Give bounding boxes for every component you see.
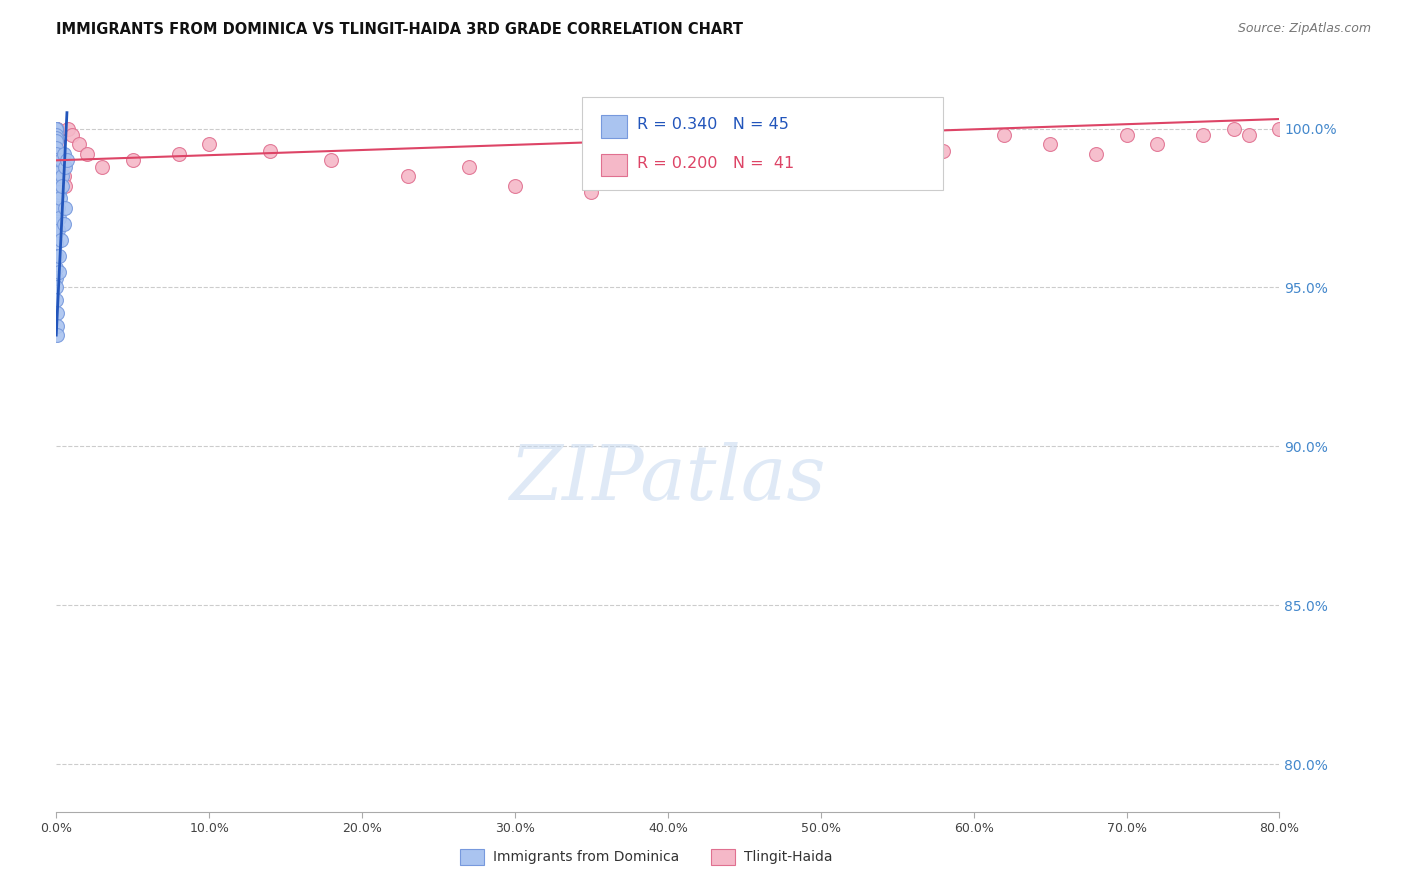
Point xyxy=(1237,128,1260,142)
Point xyxy=(52,169,75,184)
Point xyxy=(45,121,67,136)
Point xyxy=(45,204,67,219)
Point xyxy=(45,121,67,136)
Point xyxy=(657,169,679,184)
Point xyxy=(45,147,67,161)
Point xyxy=(45,131,67,145)
Point xyxy=(45,271,67,285)
Point xyxy=(45,280,67,294)
Point xyxy=(198,137,221,152)
Point xyxy=(51,160,73,174)
Point xyxy=(932,144,955,158)
Point xyxy=(121,153,143,168)
Text: IMMIGRANTS FROM DOMINICA VS TLINGIT-HAIDA 3RD GRADE CORRELATION CHART: IMMIGRANTS FROM DOMINICA VS TLINGIT-HAID… xyxy=(56,22,744,37)
Point xyxy=(48,147,70,161)
Point xyxy=(167,147,190,161)
Point xyxy=(48,211,70,225)
Point xyxy=(46,328,69,343)
Point xyxy=(45,172,67,186)
Point xyxy=(45,194,67,209)
Text: Tlingit-Haida: Tlingit-Haida xyxy=(744,850,832,863)
Point xyxy=(45,217,67,231)
Text: ZIPatlas: ZIPatlas xyxy=(509,442,827,516)
Point xyxy=(45,134,67,148)
Point xyxy=(46,306,69,320)
Text: Immigrants from Dominica: Immigrants from Dominica xyxy=(494,850,679,863)
Point xyxy=(48,264,70,278)
Point xyxy=(46,201,69,215)
Point xyxy=(396,169,419,184)
Point xyxy=(58,121,80,136)
Point xyxy=(733,153,755,168)
Point xyxy=(1039,137,1062,152)
Point xyxy=(503,178,526,193)
Point xyxy=(49,153,72,168)
Point xyxy=(1085,147,1108,161)
Point xyxy=(52,217,75,231)
FancyBboxPatch shape xyxy=(600,153,627,176)
Text: Source: ZipAtlas.com: Source: ZipAtlas.com xyxy=(1237,22,1371,36)
Point xyxy=(259,144,281,158)
Point xyxy=(1115,128,1137,142)
Point xyxy=(45,121,67,136)
Point xyxy=(46,318,69,333)
Point xyxy=(45,293,67,307)
Point xyxy=(49,233,72,247)
Point xyxy=(45,140,67,154)
Point xyxy=(45,235,67,250)
Point xyxy=(1222,121,1244,136)
Point xyxy=(67,137,90,152)
Point xyxy=(49,153,72,168)
Point xyxy=(51,169,73,184)
Point xyxy=(45,249,67,263)
Point xyxy=(91,160,114,174)
Point xyxy=(45,166,67,180)
Text: R = 0.340   N = 45: R = 0.340 N = 45 xyxy=(637,118,789,132)
Point xyxy=(48,249,70,263)
Point xyxy=(1268,121,1291,136)
Point xyxy=(45,261,67,276)
Point xyxy=(51,178,73,193)
Point xyxy=(45,134,67,148)
Point xyxy=(993,128,1015,142)
Point xyxy=(49,191,72,205)
Point xyxy=(48,185,70,199)
Point xyxy=(45,153,67,168)
Point xyxy=(45,227,67,241)
Point xyxy=(1192,128,1215,142)
FancyBboxPatch shape xyxy=(460,849,485,865)
Point xyxy=(45,121,67,136)
Point xyxy=(45,140,67,154)
FancyBboxPatch shape xyxy=(710,849,735,865)
Point xyxy=(56,153,79,168)
Point xyxy=(45,185,67,199)
Point xyxy=(45,121,67,136)
FancyBboxPatch shape xyxy=(582,97,943,190)
Point xyxy=(810,160,832,174)
Point xyxy=(55,178,77,193)
Point xyxy=(703,137,725,152)
Point xyxy=(76,147,98,161)
Point xyxy=(1146,137,1168,152)
Point xyxy=(52,147,75,161)
Point xyxy=(581,185,603,199)
Point xyxy=(886,137,908,152)
Point xyxy=(321,153,343,168)
Point xyxy=(45,178,67,193)
Point xyxy=(55,201,77,215)
Point xyxy=(45,128,67,142)
Point xyxy=(45,121,67,136)
Point xyxy=(60,128,83,142)
Point xyxy=(46,121,69,136)
Point xyxy=(46,223,69,237)
Point xyxy=(45,128,67,142)
Point xyxy=(46,137,69,152)
Point xyxy=(45,160,67,174)
FancyBboxPatch shape xyxy=(600,115,627,137)
Point xyxy=(45,121,67,136)
Text: R = 0.200   N =  41: R = 0.200 N = 41 xyxy=(637,155,794,170)
Point xyxy=(53,160,76,174)
Point xyxy=(458,160,481,174)
